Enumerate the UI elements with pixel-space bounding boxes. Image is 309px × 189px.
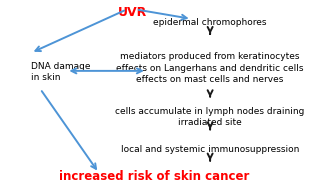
Text: cells accumulate in lymph nodes draining
irradiated site: cells accumulate in lymph nodes draining… — [116, 107, 305, 127]
Text: DNA damage
in skin: DNA damage in skin — [31, 62, 91, 82]
Text: epidermal chromophores: epidermal chromophores — [153, 18, 267, 27]
Text: mediators produced from keratinocytes
effects on Langerhans and dendritic cells
: mediators produced from keratinocytes ef… — [116, 52, 304, 84]
Text: increased risk of skin cancer: increased risk of skin cancer — [59, 170, 250, 183]
Text: UVR: UVR — [118, 6, 147, 19]
Text: local and systemic immunosuppression: local and systemic immunosuppression — [121, 145, 299, 154]
